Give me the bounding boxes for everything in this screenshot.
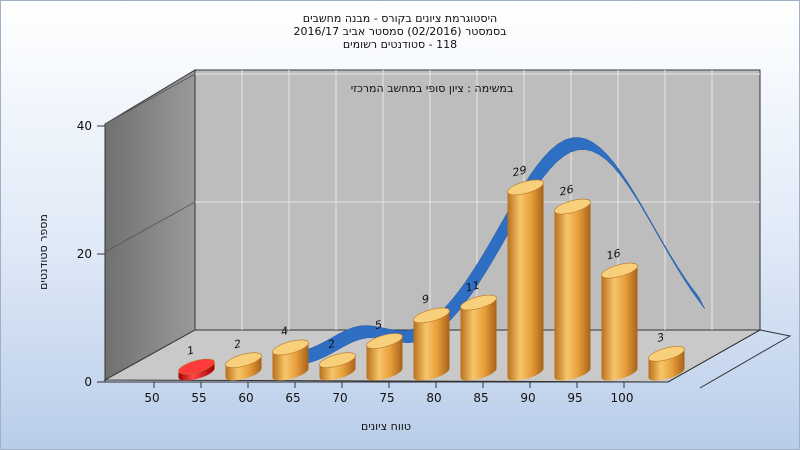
y-tick-label: 40 (77, 119, 92, 133)
x-tick-label: 95 (567, 391, 582, 405)
x-tick-label: 65 (285, 391, 300, 405)
bar-cap (319, 352, 356, 369)
x-tick-label: 60 (238, 391, 253, 405)
bar-base (648, 365, 685, 381)
bar-cap (554, 198, 591, 215)
bar-base (366, 365, 403, 381)
bar (178, 358, 215, 381)
x-axis-label: טווח ציונים (361, 420, 411, 433)
chart-title: היסטוגרמת ציונים בקורס - מבנה מחשבים בסמ… (0, 12, 800, 51)
bar-cap (178, 358, 215, 375)
bar-body (554, 202, 591, 378)
x-tick-label: 70 (332, 391, 347, 405)
bar (225, 352, 262, 381)
x-tick-label: 90 (520, 391, 535, 405)
bar (601, 262, 638, 381)
data-label: 9 (422, 292, 429, 307)
x-tick-label: 50 (144, 391, 159, 405)
bar-body (507, 182, 544, 378)
x-tick-label: 80 (426, 391, 441, 405)
bar (319, 352, 356, 381)
bar-base (225, 365, 262, 381)
bar-base (507, 365, 544, 381)
data-labels: 1 2 4 2 5 9 11 29 26 16 3 (187, 163, 664, 358)
bar (460, 294, 497, 381)
y-ticks: 0 20 40 (77, 119, 105, 389)
bar (366, 333, 403, 381)
bar-cap (460, 294, 497, 311)
bar-base (413, 365, 450, 381)
gridline-side (104, 201, 196, 253)
gridline-side (104, 73, 196, 125)
bar-cap (366, 333, 403, 349)
x-tick-label: 55 (191, 391, 206, 405)
bar-base (460, 365, 497, 381)
bar-base (554, 365, 591, 381)
bar-cap (413, 307, 450, 324)
bar-body (460, 298, 497, 378)
x-tick-label: 85 (473, 391, 488, 405)
bar (413, 307, 450, 381)
data-label: 1 (187, 343, 194, 358)
y-tick-label: 0 (84, 375, 92, 389)
data-label: 11 (466, 279, 480, 295)
data-label: 29 (513, 163, 527, 179)
bar-base (601, 365, 638, 381)
title-line-2: בסמסטר (02/2016) סמסטר אביב 2016/17 (293, 25, 507, 38)
bar-cap (225, 352, 262, 369)
data-label: 4 (281, 324, 288, 339)
bar-cap (272, 339, 309, 356)
bars (178, 179, 685, 381)
bar (554, 198, 591, 381)
x-tick-label: 100 (611, 391, 634, 405)
bar-cap (601, 262, 638, 279)
x-tick-label: 75 (379, 391, 394, 405)
bar-body (413, 310, 450, 378)
bar (648, 345, 685, 381)
bar-cap (648, 345, 685, 362)
data-label: 5 (375, 318, 382, 333)
bar-cap (507, 179, 544, 196)
y-axis-label: מספר סטודנטים (37, 214, 50, 290)
data-label: 2 (234, 337, 241, 352)
bar-base (272, 365, 309, 381)
data-label: 3 (657, 331, 664, 346)
y-tick-label: 20 (77, 247, 92, 261)
bar-base (319, 365, 356, 381)
bar-body (601, 266, 638, 378)
data-label: 16 (607, 247, 621, 263)
x-ticks: 50 55 60 65 70 75 80 85 90 95 100 (144, 382, 633, 405)
bar (272, 339, 309, 381)
floor-front-extension (667, 329, 792, 389)
chart-annotation: במשימה : ציון סופי במחשב המרכזי (351, 82, 514, 95)
title-line-1: היסטוגרמת ציונים בקורס - מבנה מחשבים (302, 12, 498, 25)
title-line-3: 118 - סטודנטים רשומים (342, 38, 458, 51)
bar (507, 179, 544, 381)
data-label: 26 (560, 183, 574, 199)
data-label: 2 (328, 337, 335, 352)
